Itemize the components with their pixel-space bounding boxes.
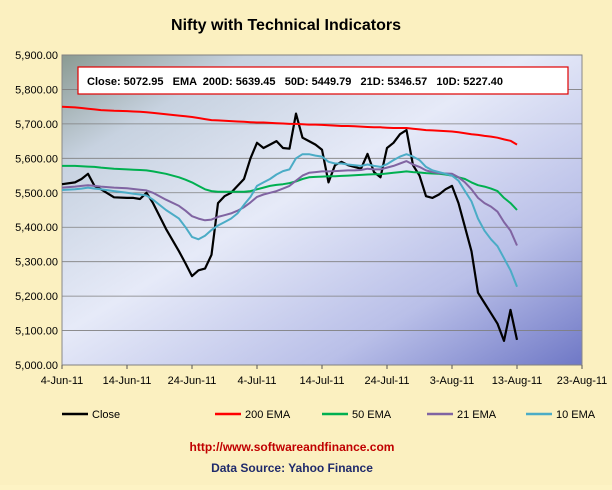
series-line-10-ema <box>61 153 518 288</box>
series-lines <box>61 105 519 342</box>
y-tick-label: 5,100.00 <box>15 326 58 338</box>
chart-title: Nifty with Technical Indicators <box>171 17 401 34</box>
series-line-200-ema <box>61 105 518 146</box>
y-tick-label: 5,600.00 <box>15 153 58 165</box>
legend-label-close: Close <box>92 409 120 421</box>
x-tick-label: 14-Jul-11 <box>299 375 344 387</box>
legend-label-10-ema: 10 EMA <box>556 409 596 421</box>
y-tick-label: 5,000.00 <box>15 360 58 372</box>
y-tick-label: 5,800.00 <box>15 84 58 96</box>
legend-label-200-ema: 200 EMA <box>245 409 291 421</box>
legend-label-21-ema: 21 EMA <box>457 409 497 421</box>
x-tick-label: 23-Aug-11 <box>557 375 608 387</box>
footer-url[interactable]: http://www.softwareandfinance.com <box>190 440 395 454</box>
plot-area <box>61 54 583 366</box>
y-tick-label: 5,300.00 <box>15 257 58 269</box>
y-tick-label: 5,500.00 <box>15 188 58 200</box>
info-box-text: Close: 5072.95 EMA 200D: 5639.45 50D: 54… <box>87 76 503 88</box>
y-tick-label: 5,400.00 <box>15 222 58 234</box>
x-axis-ticks: 4-Jun-11 14-Jun-11 24-Jun-11 4-Jul-11 14-Jul… <box>41 365 608 387</box>
y-tick-label: 5,200.00 <box>15 291 58 303</box>
x-tick-label: 3-Aug-11 <box>430 375 474 387</box>
legend: Close 200 EMA 50 EMA 21 EMA 10 EMA <box>62 409 596 421</box>
series-line-close <box>61 112 519 342</box>
y-tick-label: 5,700.00 <box>15 119 58 131</box>
footer-source: Data Source: Yahoo Finance <box>211 461 373 475</box>
x-tick-label: 24-Jun-11 <box>168 375 217 387</box>
x-tick-label: 14-Jun-11 <box>103 375 152 387</box>
info-box <box>77 66 569 95</box>
y-axis-ticks: 5,000.00 5,100.00 5,200.00 5,300.00 5,400.00… <box>15 50 58 372</box>
x-tick-label: 24-Jul-11 <box>364 375 409 387</box>
legend-label-50-ema: 50 EMA <box>352 409 392 421</box>
x-tick-label: 4-Jul-11 <box>238 375 277 387</box>
x-tick-label: 13-Aug-11 <box>492 375 543 387</box>
x-tick-label: 4-Jun-11 <box>41 375 84 387</box>
y-tick-label: 5,900.00 <box>15 50 58 62</box>
